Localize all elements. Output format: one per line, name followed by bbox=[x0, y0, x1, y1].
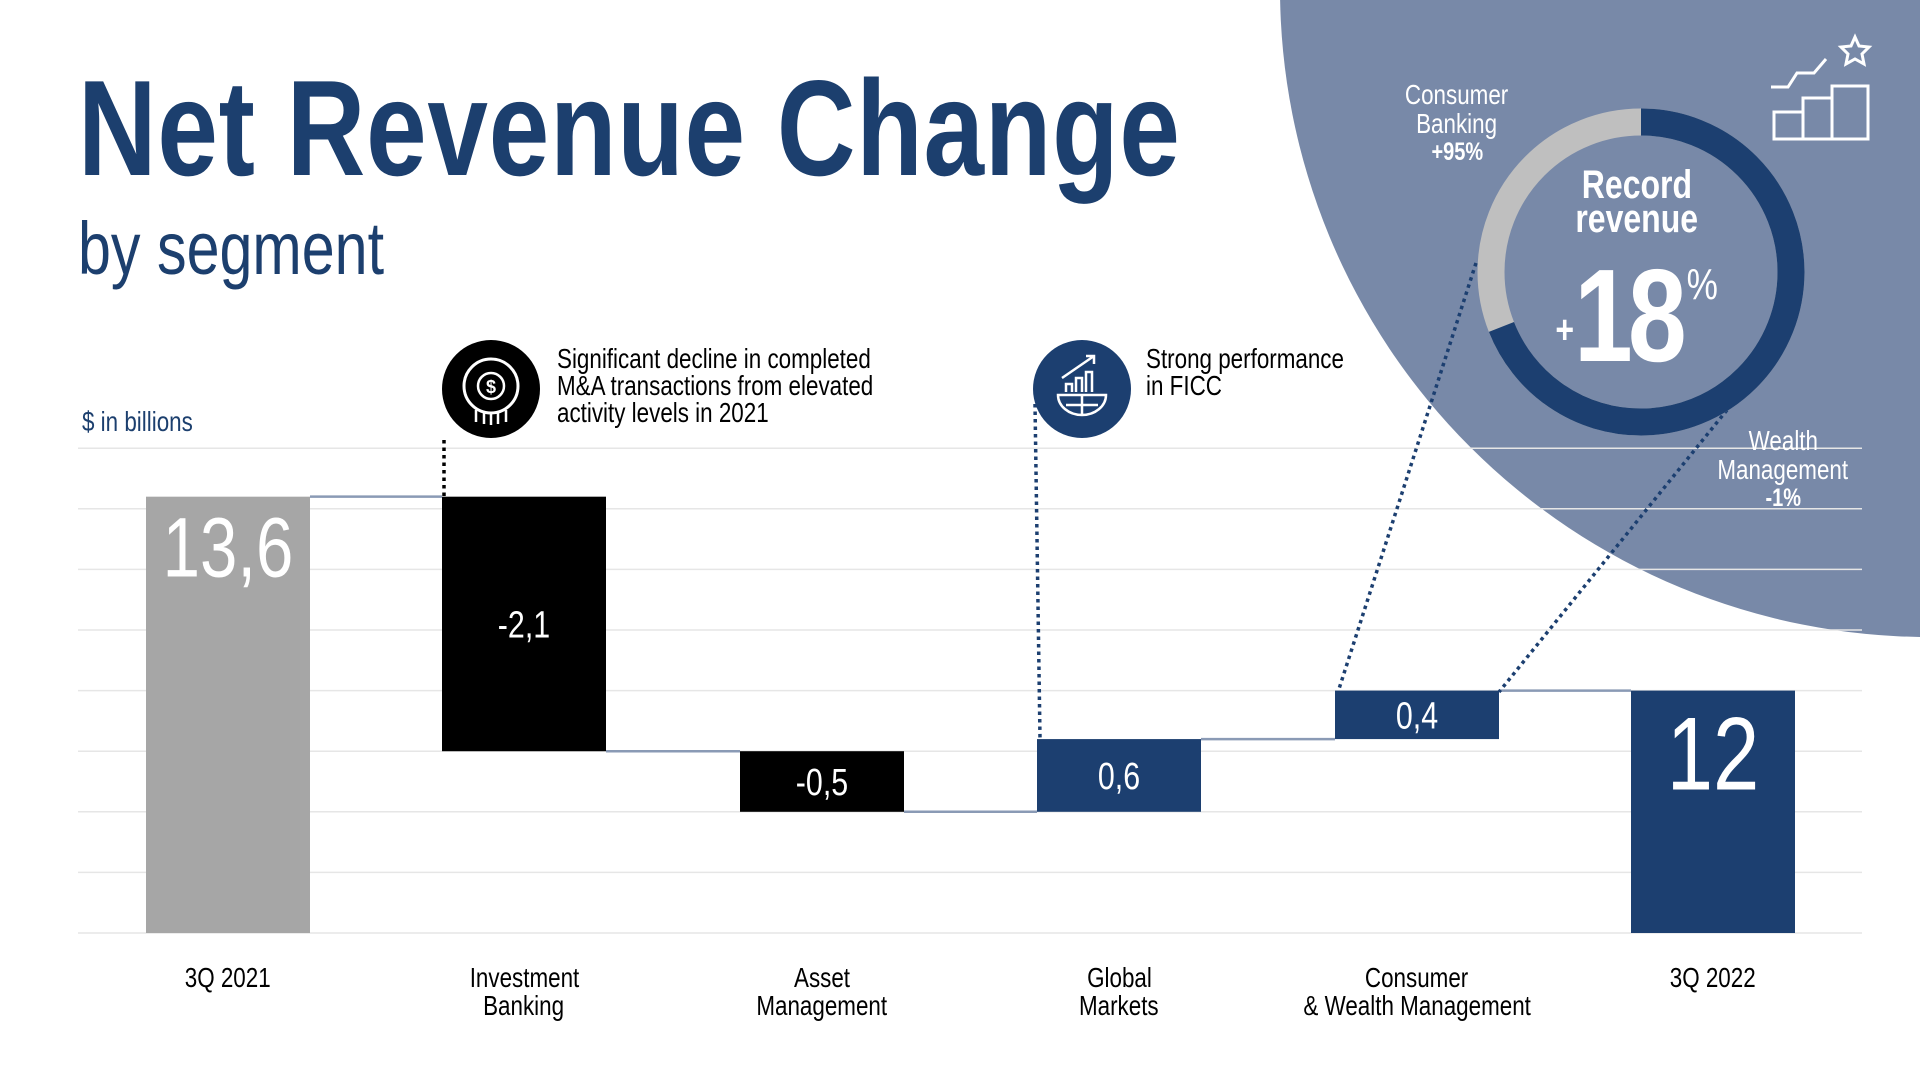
x-tick-label: Global Markets bbox=[969, 964, 1269, 1020]
wealth-management-leader bbox=[1497, 408, 1729, 694]
x-tick-text: Consumer bbox=[1365, 962, 1469, 993]
record-revenue-headline: Record revenue bbox=[1517, 163, 1757, 241]
donut-wealth-management bbox=[1477, 108, 1805, 436]
wealth-management-label: Wealth Management -1% bbox=[1663, 426, 1903, 513]
bar-5 bbox=[1631, 690, 1795, 933]
page-title: Net Revenue Change bbox=[78, 60, 1456, 196]
segment-name: Banking bbox=[1416, 108, 1498, 139]
growth-chart-globe-icon bbox=[1033, 340, 1131, 438]
bar-4 bbox=[1335, 690, 1499, 740]
x-tick-label: Asset Management bbox=[672, 964, 972, 1020]
svg-text:$: $ bbox=[486, 377, 496, 397]
bar-value-label: 13,6 bbox=[163, 501, 294, 595]
consumer-banking-label: Consumer Banking +95% bbox=[1337, 80, 1577, 167]
x-tick-text: Investment bbox=[469, 962, 579, 993]
highlight-panel bbox=[1280, 0, 1920, 637]
x-tick-text: Banking bbox=[483, 990, 565, 1021]
x-tick-text: 3Q 2021 bbox=[185, 962, 271, 993]
segment-name: Consumer bbox=[1405, 79, 1509, 110]
bar-1 bbox=[442, 496, 606, 752]
bar-value-label: 0,4 bbox=[1396, 695, 1438, 737]
bar-connectors bbox=[310, 495, 1631, 814]
x-tick-text: Global bbox=[1086, 962, 1152, 993]
x-tick-label: Investment Banking bbox=[374, 964, 674, 1020]
bar-0 bbox=[146, 496, 310, 933]
page-subtitle: by segment bbox=[78, 212, 461, 286]
bar-value-labels: 13,6 -2,1 -0,5 0,6 0,4 12 bbox=[163, 501, 1760, 811]
bar-value-label: -0,5 bbox=[796, 762, 848, 804]
note-line: activity levels in 2021 bbox=[557, 397, 769, 428]
unit-text: $ in billions bbox=[82, 406, 193, 437]
headline-line: revenue bbox=[1575, 197, 1699, 241]
value-suffix: % bbox=[1687, 260, 1719, 309]
segment-name: Wealth bbox=[1748, 425, 1818, 456]
gm-leader bbox=[1033, 403, 1042, 739]
note-line: Strong performance bbox=[1146, 343, 1344, 374]
x-tick-label: 3Q 2022 bbox=[1563, 964, 1863, 992]
x-tick-text: 3Q 2022 bbox=[1670, 962, 1756, 993]
value-prefix: + bbox=[1555, 308, 1575, 352]
subtitle-text: by segment bbox=[78, 207, 385, 290]
record-revenue-value: +18% bbox=[1517, 250, 1757, 382]
headline-line: Record bbox=[1581, 163, 1693, 207]
title-text: Net Revenue Change bbox=[78, 52, 1181, 204]
x-tick-text: Markets bbox=[1079, 990, 1159, 1021]
bar-value-label: 0,6 bbox=[1098, 756, 1140, 798]
annotation-leaders bbox=[442, 262, 1729, 739]
x-tick-label: 3Q 2021 bbox=[78, 964, 378, 992]
note-line: M&A transactions from elevated bbox=[557, 370, 874, 401]
bar-value-label: -2,1 bbox=[498, 604, 550, 646]
consumer-banking-leader bbox=[1336, 262, 1478, 693]
segment-change: +95% bbox=[1431, 138, 1483, 166]
rising-bars-star-icon bbox=[1771, 33, 1873, 141]
bars bbox=[146, 496, 1795, 933]
x-tick-text: Asset bbox=[793, 962, 851, 993]
x-tick-text: & Wealth Management bbox=[1303, 990, 1531, 1021]
x-tick-text: Management bbox=[756, 990, 888, 1021]
bar-3 bbox=[1037, 739, 1201, 812]
note-line: in FICC bbox=[1146, 370, 1222, 401]
segment-donut bbox=[1477, 108, 1805, 436]
bar-value-label: 12 bbox=[1667, 696, 1760, 812]
dollar-globe-icon: $ bbox=[442, 340, 540, 438]
icons: $ bbox=[442, 33, 1873, 438]
bar-2 bbox=[740, 751, 904, 812]
unit-label: $ in billions bbox=[82, 406, 221, 438]
value-number: 18 bbox=[1574, 242, 1687, 389]
segment-name: Management bbox=[1717, 454, 1849, 485]
note-line: Significant decline in completed bbox=[557, 343, 871, 374]
gm-annotation: Strong performance in FICC bbox=[1146, 343, 1393, 401]
value-group: +18% bbox=[1556, 250, 1719, 382]
x-tick-label: Consumer & Wealth Management bbox=[1267, 964, 1567, 1020]
ib-annotation: Significant decline in completed M&A tra… bbox=[557, 343, 952, 428]
segment-change: -1% bbox=[1765, 484, 1801, 512]
